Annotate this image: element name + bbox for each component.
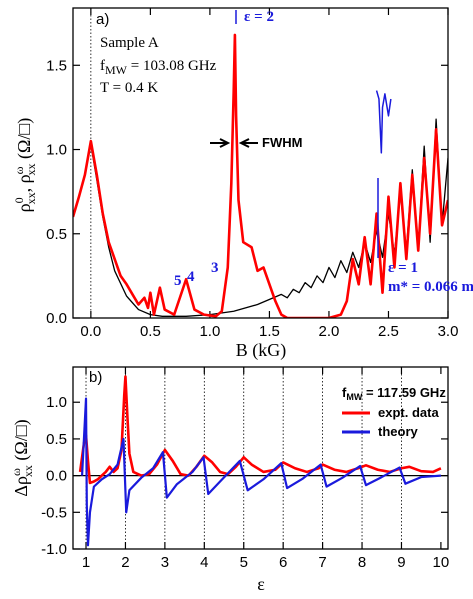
- annotation: 3: [211, 260, 219, 276]
- x-tick-label: 1.5: [259, 323, 280, 340]
- annotation: 4: [187, 269, 195, 285]
- x-tick-label: 0.5: [140, 323, 161, 340]
- x-tick-label: 6: [279, 554, 287, 571]
- x-axis-label: B (kG): [236, 340, 287, 361]
- y-tick-label: 0.0: [46, 468, 67, 485]
- x-axis-label: ε: [257, 574, 265, 594]
- data-line: [73, 33, 448, 318]
- x-tick-label: 3.0: [438, 323, 459, 340]
- x-tick-label: 7: [318, 554, 326, 571]
- x-tick-label: 0.0: [80, 323, 101, 340]
- annotation: T = 0.4 K: [100, 80, 158, 96]
- y-tick-label: 0.0: [46, 310, 67, 327]
- legend-label: theory: [378, 424, 419, 439]
- annotation: 5: [174, 273, 182, 289]
- x-tick-label: 2.5: [378, 323, 399, 340]
- data-line: [375, 90, 392, 154]
- data-line: [80, 397, 441, 547]
- annotation: fMW = 117.59 GHz: [342, 385, 446, 402]
- fwhm-arrows: [210, 138, 258, 148]
- x-tick-label: 8: [358, 554, 366, 571]
- y-tick-label: 1.0: [46, 394, 67, 411]
- annotation: ε = 2: [244, 9, 274, 25]
- x-tick-label: 2: [121, 554, 129, 571]
- y-tick-label: -0.5: [41, 504, 67, 521]
- x-tick-label: 3: [161, 554, 169, 571]
- panel-a: 0.0 0.5 1.0 1.5 2.0 2.5 3.0 0.0 0.5 1.0 1.5: [46, 7, 459, 340]
- plot-frame: [72, 7, 449, 319]
- x-tick-label: 4: [200, 554, 208, 571]
- x-tick-label: 1: [82, 554, 90, 571]
- y-axis-label: Δρωxx (Ω/□): [9, 419, 35, 496]
- y-axis-label: ρ0xx, ρωxx (Ω/□): [12, 118, 38, 213]
- panel-label: a): [96, 11, 109, 28]
- annotation: m* = 0.066 me: [388, 279, 473, 298]
- y-tick-label: 0.5: [46, 226, 67, 243]
- annotation: Sample A: [100, 35, 159, 51]
- y-tick-label: 1.0: [46, 142, 67, 159]
- annotation: fMW = 103.08 GHz: [100, 58, 217, 77]
- x-tick-label: 5: [240, 554, 248, 571]
- annotation: ε = 1: [388, 260, 418, 276]
- panel-label: b): [89, 369, 102, 386]
- y-tick-label: -1.0: [41, 541, 67, 558]
- plot-frame: [72, 366, 449, 550]
- annotation: FWHM: [262, 135, 302, 150]
- y-tick-label: 0.5: [46, 431, 67, 448]
- x-tick-label: 2.0: [319, 323, 340, 340]
- legend-label: expt. data: [378, 405, 439, 420]
- panel-b: 1 2 3 4 5 6 7 8 9 10 -1.0 -0.5 0.0 0.5 1.0 expt. data th…: [41, 366, 450, 571]
- x-tick-label: 10: [433, 554, 450, 571]
- x-tick-label: 9: [397, 554, 405, 571]
- y-tick-label: 1.5: [46, 57, 67, 74]
- x-tick-label: 1.0: [199, 323, 220, 340]
